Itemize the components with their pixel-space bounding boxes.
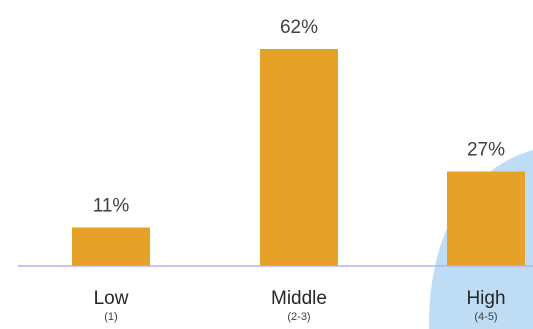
value-label-high: 27% (467, 140, 505, 161)
category-sublabel-middle: (2-3) (287, 311, 310, 323)
category-label-middle: Middle (271, 288, 327, 309)
value-label-middle: 62% (280, 17, 318, 38)
bar-low (72, 227, 150, 266)
value-label-low: 11% (93, 196, 130, 217)
bar-high (447, 171, 525, 266)
category-label-high: High (466, 288, 505, 309)
category-sublabel-low: (1) (104, 311, 117, 323)
category-label-low: Low (94, 288, 129, 309)
bar-middle (260, 49, 338, 266)
category-sublabel-high: (4-5) (474, 311, 497, 323)
bars-layer (72, 49, 525, 266)
labels-layer: 11% Low (1) 62% Middle (2-3) 27% High (4-5) (93, 17, 506, 323)
